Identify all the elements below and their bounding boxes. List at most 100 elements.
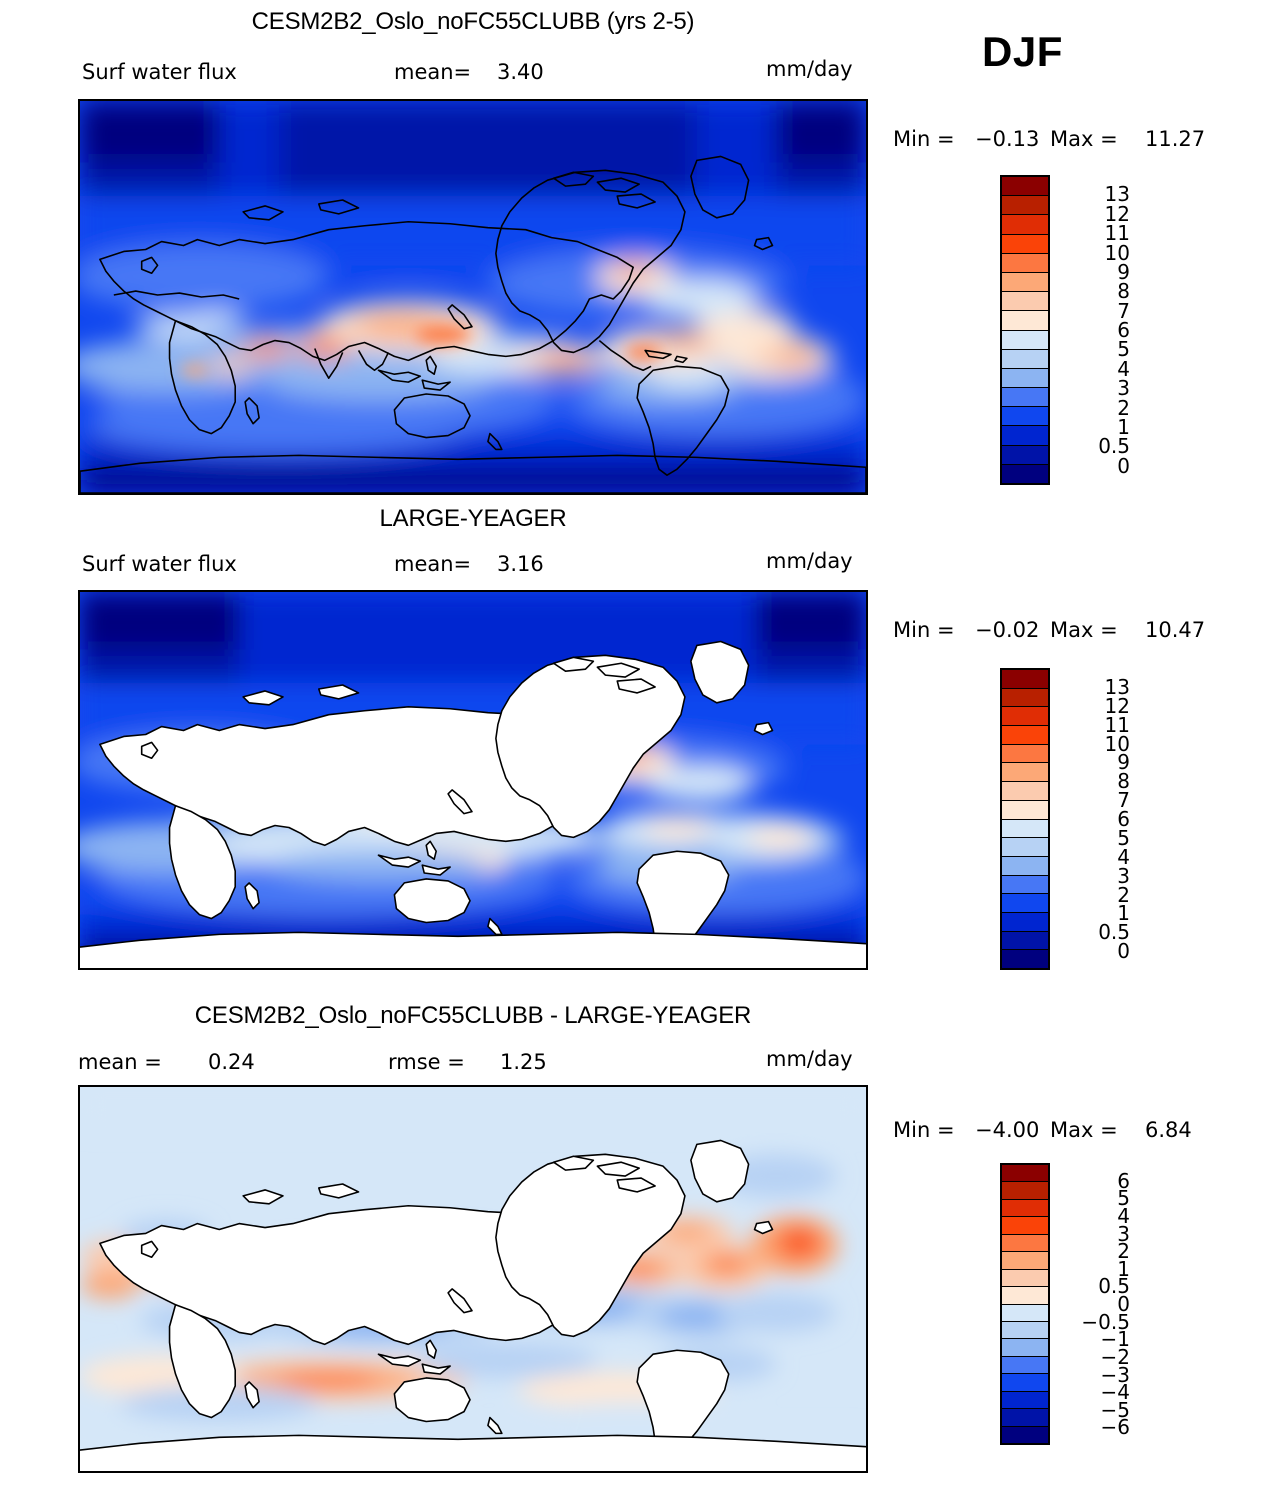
- colorbar-tick-label: 8: [1117, 769, 1130, 794]
- panel-1-variable-label: Surf water flux: [82, 60, 237, 84]
- colorbar-tick-label: 13: [1104, 182, 1130, 207]
- colorbar-band: [1002, 707, 1048, 727]
- panel-1-mean-value: 3.40: [497, 60, 544, 84]
- colorbar-band: [1002, 856, 1048, 876]
- colorbar-band: [1002, 763, 1048, 783]
- colorbar-tick-label: 2: [1117, 1239, 1130, 1264]
- map-panel-obs: [78, 590, 868, 970]
- colorbar-tick-label: 8: [1117, 279, 1130, 304]
- colorbar-band: [1002, 177, 1048, 197]
- colorbar-band: [1002, 819, 1048, 839]
- colorbar-tick-label: 2: [1117, 882, 1130, 907]
- map-panel-diff: [78, 1085, 868, 1473]
- colorbar-tick-label: 4: [1117, 1203, 1130, 1228]
- colorbar-band: [1002, 1199, 1048, 1218]
- panel-3-title: CESM2B2_Oslo_noFC55CLUBB - LARGE-YEAGER: [194, 1002, 752, 1029]
- colorbar-band: [1002, 196, 1048, 216]
- panel-2-mean-label: mean=: [394, 552, 472, 576]
- panel-3-mean-label: mean =: [78, 1050, 162, 1074]
- colorbar-tick-label: 1: [1117, 414, 1130, 439]
- colorbar-tick-label: 6: [1117, 807, 1130, 831]
- colorbar-tick-label: 0.5: [1098, 1274, 1130, 1299]
- colorbar-tick-label: −0.5: [1081, 1309, 1130, 1334]
- colorbar-tick-label: 0: [1117, 939, 1130, 964]
- colorbar-band: [1002, 253, 1048, 273]
- colorbar-tick-label: 7: [1117, 298, 1130, 323]
- colorbar-tick-label: 0: [1117, 1292, 1130, 1316]
- colorbar-tick-label: 0.5: [1098, 434, 1130, 459]
- colorbar-band: [1002, 1374, 1048, 1392]
- colorbar-band: [1002, 744, 1048, 764]
- map-svg-model: [80, 101, 866, 493]
- panel-1-max-label: Max =: [1050, 127, 1118, 151]
- colorbar-band: [1002, 912, 1048, 932]
- colorbar-band: [1002, 445, 1048, 465]
- colorbar-band: [1002, 1321, 1048, 1340]
- panel-3-max-label: Max =: [1050, 1118, 1118, 1142]
- colorbar-diff-labels: 6 5 4 3 2 1 0.5 0 −0.5 −1 −2 −3 −4 −5 −6: [1060, 1163, 1130, 1445]
- colorbar-band: [1002, 950, 1048, 968]
- panel-2-title: LARGE-YEAGER: [379, 505, 567, 532]
- colorbar-band: [1002, 1339, 1048, 1357]
- panel-2-units: mm/day: [766, 549, 853, 573]
- colorbar-tick-label: 7: [1117, 788, 1130, 813]
- colorbar-band: [1002, 1391, 1048, 1410]
- colorbar-band: [1002, 292, 1048, 312]
- colorbar-tick-label: 3: [1117, 863, 1130, 888]
- colorbar-band: [1002, 838, 1048, 857]
- panel-1-title: CESM2B2_Oslo_noFC55CLUBB (yrs 2-5): [251, 8, 695, 35]
- colorbar-tick-label: −3: [1100, 1362, 1130, 1387]
- panel-2-max-label: Max =: [1050, 618, 1118, 642]
- colorbar-band: [1002, 368, 1048, 389]
- colorbar-model: [1000, 175, 1050, 485]
- colorbar-band: [1002, 272, 1048, 293]
- colorbar-band: [1002, 1409, 1048, 1427]
- colorbar-band: [1002, 1304, 1048, 1322]
- panel-2-mean-value: 3.16: [497, 552, 544, 576]
- panel-3-mean-value: 0.24: [208, 1050, 255, 1074]
- colorbar-band: [1002, 388, 1048, 408]
- colorbar-band: [1002, 349, 1048, 369]
- colorbar-tick-label: 5: [1117, 825, 1130, 850]
- panel-3-units: mm/day: [766, 1047, 853, 1071]
- colorbar-tick-label: 3: [1117, 376, 1130, 401]
- panel-3-rmse-value: 1.25: [500, 1050, 547, 1074]
- colorbar-tick-label: −4: [1100, 1380, 1130, 1405]
- panel-1-min-value: −0.13: [975, 127, 1040, 151]
- panel-2-min-label: Min =: [893, 618, 955, 642]
- map-canvas-diff: [80, 1087, 866, 1471]
- panel-3-rmse-label: rmse =: [388, 1050, 465, 1074]
- colorbar-band: [1002, 875, 1048, 895]
- colorbar-model-labels: 13 12 11 10 9 8 7 6 5 4 3 2 1 0.5 0: [1060, 175, 1130, 485]
- colorbar-band: [1002, 234, 1048, 254]
- colorbar-obs: [1000, 668, 1050, 970]
- colorbar-band: [1002, 1356, 1048, 1375]
- colorbar-tick-label: 10: [1104, 240, 1130, 265]
- colorbar-band: [1002, 894, 1048, 913]
- colorbar-band: [1002, 1287, 1048, 1305]
- colorbar-tick-label: −5: [1100, 1397, 1130, 1422]
- colorbar-tick-label: 12: [1104, 693, 1130, 718]
- colorbar-tick-label: 11: [1104, 712, 1130, 737]
- colorbar-obs-labels: 13 12 11 10 9 8 7 6 5 4 3 2 1 0.5 0: [1060, 668, 1130, 970]
- colorbar-tick-label: 3: [1117, 1221, 1130, 1246]
- colorbar-band: [1002, 464, 1048, 483]
- colorbar-tick-label: 10: [1104, 731, 1130, 756]
- colorbar-diff: [1000, 1163, 1050, 1445]
- colorbar-tick-label: −1: [1100, 1327, 1130, 1352]
- season-label: DJF: [982, 28, 1063, 75]
- colorbar-tick-label: 4: [1117, 356, 1130, 381]
- map-canvas-obs: [80, 592, 866, 968]
- colorbar-tick-label: 6: [1117, 318, 1130, 342]
- map-svg-obs: [80, 592, 866, 968]
- colorbar-tick-label: 11: [1104, 221, 1130, 246]
- colorbar-band: [1002, 311, 1048, 331]
- panel-2-max-value: 10.47: [1145, 618, 1206, 642]
- colorbar-band: [1002, 330, 1048, 350]
- panel-1-max-value: 11.27: [1145, 127, 1206, 151]
- colorbar-band: [1002, 1217, 1048, 1235]
- colorbar-tick-label: 0.5: [1098, 920, 1130, 945]
- panel-1-min-label: Min =: [893, 127, 955, 151]
- panel-3-min-label: Min =: [893, 1118, 955, 1142]
- panel-3-max-value: 6.84: [1145, 1118, 1192, 1142]
